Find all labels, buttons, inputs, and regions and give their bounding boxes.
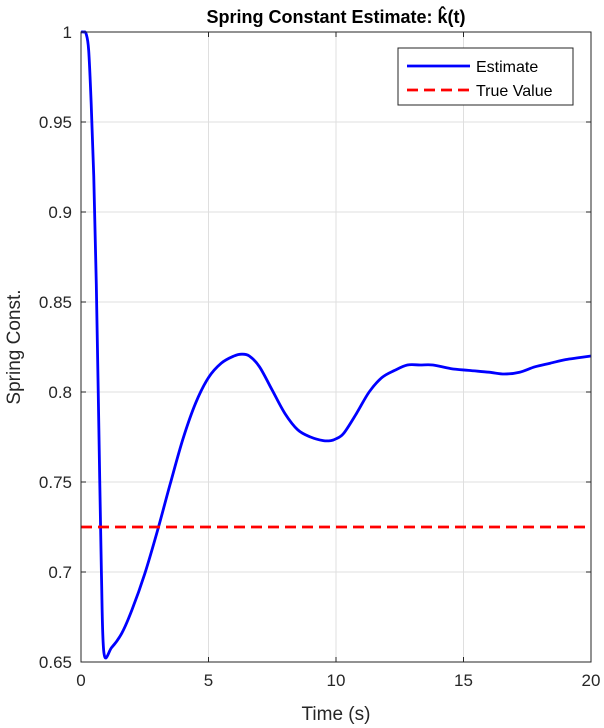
ticks: 0 5 10 15 20 0.65 0.7 0.75 0.8 0.85 0.9 0.95 1 bbox=[39, 23, 601, 690]
x-axis-label: Time (s) bbox=[302, 704, 371, 725]
series-layer bbox=[80, 30, 592, 660]
x-tick-label: 5 bbox=[204, 671, 213, 690]
y-tick-label: 0.7 bbox=[48, 563, 72, 582]
x-tick-label: 10 bbox=[327, 671, 346, 690]
legend: Estimate True Value bbox=[397, 47, 574, 106]
series-line-estimate bbox=[80, 30, 592, 660]
legend-box bbox=[397, 47, 574, 106]
y-tick-label: 0.65 bbox=[39, 653, 72, 672]
y-tick-label: 1 bbox=[63, 23, 72, 42]
chart-title: Spring Constant Estimate: k̂(t) bbox=[206, 6, 465, 27]
x-tick-label: 0 bbox=[76, 671, 85, 690]
y-axis-label: Spring Const. bbox=[4, 289, 25, 404]
x-tick-label: 20 bbox=[582, 671, 601, 690]
legend-label-true-value: True Value bbox=[476, 83, 553, 100]
y-tick-label: 0.9 bbox=[48, 203, 72, 222]
y-tick-label: 0.95 bbox=[39, 113, 72, 132]
legend-label-estimate: Estimate bbox=[476, 59, 538, 76]
x-tick-label: 15 bbox=[454, 671, 473, 690]
y-tick-label: 0.8 bbox=[48, 383, 72, 402]
y-tick-label: 0.85 bbox=[39, 293, 72, 312]
y-tick-label: 0.75 bbox=[39, 473, 72, 492]
